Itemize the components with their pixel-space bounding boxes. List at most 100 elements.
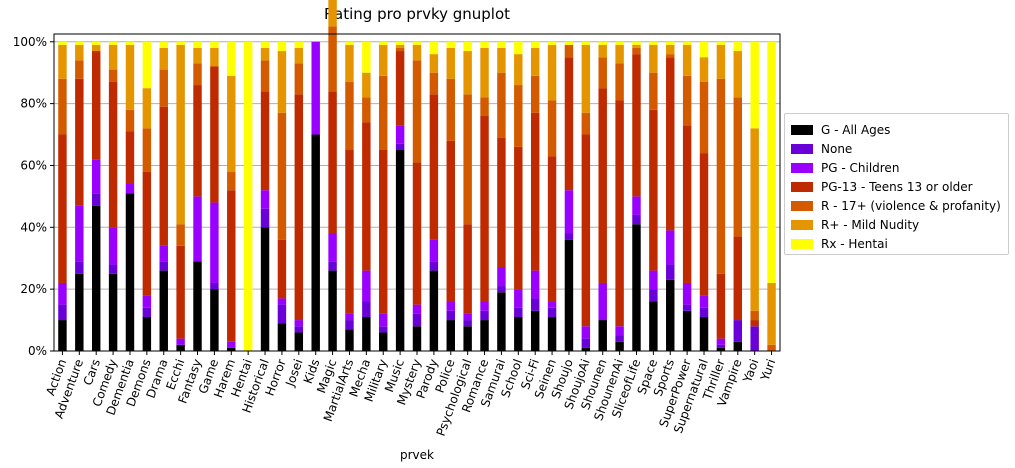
bar-segment xyxy=(328,91,337,234)
bar-segment xyxy=(91,41,101,45)
bar-segment xyxy=(91,193,101,206)
bar-segment xyxy=(598,320,607,351)
bar-segment xyxy=(547,100,557,157)
bar-segment xyxy=(632,214,641,225)
bar-segment xyxy=(682,44,692,76)
bar-segment xyxy=(615,41,624,45)
bar-segment xyxy=(598,41,607,45)
chart-title: Rating pro prvky gnuplot xyxy=(324,5,510,23)
bar-segment xyxy=(125,184,135,194)
bar-segment xyxy=(328,0,337,27)
bar-segment xyxy=(294,320,304,327)
bar-segment xyxy=(598,88,607,283)
bar-segment xyxy=(716,78,726,274)
bar-segment xyxy=(379,313,388,327)
x-tick-label: Yaoi xyxy=(740,357,762,385)
bar-segment xyxy=(767,41,776,283)
bar-segment xyxy=(345,149,354,314)
bar-segment xyxy=(750,128,759,311)
bar-segment xyxy=(311,41,320,135)
bar-segment xyxy=(463,313,472,321)
bar-segment xyxy=(142,41,152,89)
bar-segment xyxy=(480,320,489,351)
y-tick-label: 40% xyxy=(20,220,47,234)
bar-segment xyxy=(463,320,472,327)
bar-segment xyxy=(227,190,236,342)
bar-segment xyxy=(649,41,658,45)
bar-segment xyxy=(547,307,557,317)
bar-segment xyxy=(632,41,641,45)
legend-swatch xyxy=(791,124,813,135)
bar-segment xyxy=(125,41,135,45)
bar-segment xyxy=(108,273,118,351)
bar-segment xyxy=(91,205,101,351)
y-tick-label: 0% xyxy=(28,344,47,358)
bar-segment xyxy=(514,307,523,317)
bar-segment xyxy=(58,78,67,135)
bar-segment xyxy=(345,320,354,330)
bar-segment xyxy=(193,47,202,64)
bar-segment xyxy=(615,63,624,101)
bar-segment xyxy=(362,270,371,302)
bar-segment xyxy=(615,335,624,342)
bar-segment xyxy=(125,131,135,185)
bar-segment xyxy=(733,236,743,321)
bar-segment xyxy=(176,245,185,339)
bar-segment xyxy=(699,316,709,351)
bar-segment xyxy=(564,57,574,191)
bar-segment xyxy=(497,292,506,351)
bar-segment xyxy=(632,54,641,197)
bar-segment xyxy=(666,264,675,280)
bar-segment xyxy=(564,41,574,45)
bar-segment xyxy=(108,69,118,82)
bar-segment xyxy=(75,44,84,61)
bar-segment xyxy=(750,310,759,321)
bar-segment xyxy=(277,112,287,240)
bar-segment xyxy=(379,332,388,351)
bar-segment xyxy=(142,307,152,317)
bar-segment xyxy=(429,270,439,351)
bar-segment xyxy=(649,44,658,73)
bar-segment xyxy=(564,190,574,234)
legend-item: G - All Ages xyxy=(791,120,1008,139)
bar-segment xyxy=(429,54,439,73)
bar-segment xyxy=(260,41,270,48)
bar-segment xyxy=(733,41,743,52)
bar-segment xyxy=(345,81,354,150)
bar-segment xyxy=(547,41,557,45)
bar-segment xyxy=(91,159,101,194)
bar-segment xyxy=(176,338,185,345)
bar-segment xyxy=(193,41,202,48)
bar-segment xyxy=(497,41,506,48)
bar-segment xyxy=(615,100,624,327)
bar-segment xyxy=(58,304,67,321)
bar-segment xyxy=(277,304,287,324)
bar-segment xyxy=(463,224,472,314)
bar-segment xyxy=(446,47,455,79)
bar-segment xyxy=(716,41,726,45)
bar-segment xyxy=(58,320,67,351)
bar-segment xyxy=(328,270,337,351)
bar-segment xyxy=(277,51,287,113)
bar-segment xyxy=(733,97,743,237)
bar-segment xyxy=(210,41,219,48)
bar-segment xyxy=(108,264,118,274)
bar-segment xyxy=(564,233,574,240)
bar-segment xyxy=(58,44,67,79)
bar-segment xyxy=(159,245,168,262)
bar-segment xyxy=(176,224,185,246)
bar-segment xyxy=(362,97,371,123)
legend-swatch xyxy=(791,219,813,230)
bar-segment xyxy=(632,196,641,215)
bar-segment xyxy=(345,313,354,321)
bar-segment xyxy=(176,41,185,45)
bar-segment xyxy=(598,282,607,321)
bar-segment xyxy=(227,75,236,172)
bar-segment xyxy=(75,60,84,79)
bar-segment xyxy=(210,282,219,290)
bar-segment xyxy=(581,112,591,135)
bar-segment xyxy=(581,41,591,45)
bar-segment xyxy=(598,44,607,58)
bar-segment xyxy=(446,301,455,311)
